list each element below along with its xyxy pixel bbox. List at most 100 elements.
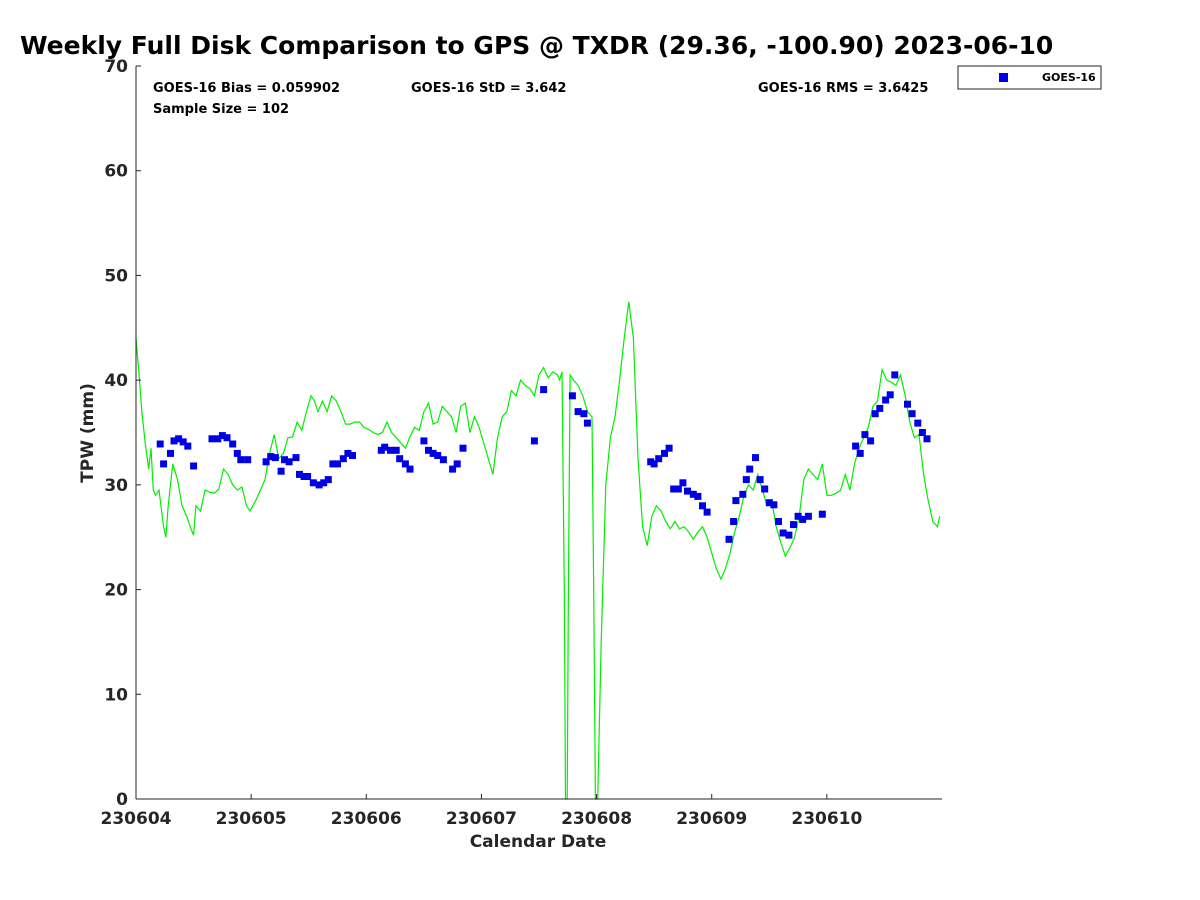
goes16-point: [752, 454, 759, 462]
goes16-point: [580, 410, 588, 418]
y-tick-label: 40: [104, 371, 128, 391]
y-tick-label: 10: [104, 685, 128, 705]
y-tick-label: 70: [104, 57, 128, 77]
goes16-point: [770, 501, 778, 509]
goes16-point: [218, 432, 226, 440]
y-tick-label: 60: [104, 162, 128, 182]
goes16-point: [765, 499, 773, 507]
goes16-point: [262, 458, 270, 466]
goes16-point: [908, 410, 916, 418]
goes16-point: [799, 515, 807, 523]
goes16-point: [689, 490, 697, 498]
goes16-point: [650, 460, 658, 468]
goes16-point: [661, 449, 668, 457]
goes16-point: [665, 444, 673, 452]
goes16-point: [574, 408, 582, 416]
x-axis-label: Calendar Date: [470, 832, 607, 852]
goes16-point: [167, 449, 174, 457]
x-tick-label: 230604: [101, 809, 172, 829]
stat-sample-size: Sample Size = 102: [153, 102, 289, 117]
goes16-point: [742, 476, 750, 484]
goes16-point: [779, 529, 787, 537]
goes16-point: [725, 535, 733, 543]
goes16-point: [292, 454, 300, 462]
goes16-point: [179, 438, 187, 446]
goes16-point: [244, 456, 252, 464]
goes16-point: [761, 485, 769, 493]
x-ticks: 230604 230605 230606 230607 230608 230609 2306…: [101, 794, 863, 829]
goes16-point: [684, 487, 691, 495]
stat-bias: GOES-16 Bias = 0.059902: [153, 81, 340, 96]
y-tick-label: 20: [104, 581, 128, 601]
goes16-point: [329, 460, 337, 468]
goes16-point: [785, 531, 793, 539]
goes16-point: [434, 452, 442, 459]
goes16-point: [861, 431, 869, 439]
goes16-point: [914, 419, 922, 427]
x-tick-label: 230606: [331, 809, 402, 829]
goes16-point: [184, 442, 192, 450]
goes16-point: [568, 392, 576, 400]
goes16-point: [867, 437, 875, 445]
y-tick-label: 50: [104, 266, 128, 286]
goes16-point: [746, 465, 754, 473]
stat-rms: GOES-16 RMS = 3.6425: [758, 81, 928, 96]
legend-label-goes16: GOES-16: [1042, 71, 1096, 84]
plot-area: 0 10 20 30 40 50 60 70 230604 230605 230606 230607…: [101, 57, 942, 829]
goes16-point: [320, 479, 328, 487]
goes16-point: [190, 462, 198, 470]
goes16-point: [429, 449, 437, 457]
goes16-point: [540, 386, 548, 394]
goes16-point: [674, 485, 682, 493]
goes16-point: [406, 465, 414, 473]
goes16-point: [420, 437, 428, 445]
goes16-point: [739, 490, 747, 498]
goes16-point: [296, 470, 303, 478]
goes16-point: [923, 435, 931, 443]
goes16-point: [876, 404, 884, 412]
x-tick-label: 230608: [561, 809, 632, 829]
goes16-point: [730, 518, 738, 525]
goes16-point: [655, 455, 663, 463]
goes16-point: [339, 455, 347, 463]
goes16-point: [732, 497, 740, 505]
goes16-point: [790, 521, 797, 529]
goes16-point: [214, 435, 222, 443]
y-tick-label: 30: [104, 476, 128, 496]
goes16-point: [334, 460, 341, 468]
goes16-point: [794, 512, 802, 520]
x-tick-label: 230605: [216, 809, 287, 829]
x-tick-label: 230607: [446, 809, 517, 829]
goes16-point: [277, 467, 285, 475]
goes16-point: [756, 476, 764, 484]
goes16-point: [175, 435, 183, 443]
goes16-point: [583, 419, 591, 427]
goes16-point: [703, 508, 711, 516]
goes16-point: [694, 492, 702, 500]
x-tick-label: 230609: [676, 809, 747, 829]
goes16-point: [208, 435, 216, 443]
goes16-point: [425, 446, 432, 454]
goes16-point: [882, 396, 890, 404]
goes16-point: [818, 510, 826, 518]
goes16-point: [285, 458, 293, 466]
goes16-point: [804, 512, 812, 520]
plot-background: [136, 66, 942, 799]
goes16-point: [670, 485, 678, 493]
goes16-point: [223, 434, 231, 442]
goes16-point: [324, 476, 332, 484]
goes16-point: [349, 452, 356, 459]
goes16-point: [852, 442, 860, 450]
goes16-point: [304, 473, 312, 480]
goes16-point: [679, 479, 687, 487]
y-tick-label: 0: [116, 790, 128, 810]
goes16-point: [904, 400, 911, 408]
goes16-point: [281, 456, 288, 464]
goes16-point: [530, 437, 538, 445]
goes16-point: [871, 410, 879, 418]
goes16-point: [401, 460, 409, 468]
goes16-point: [315, 481, 323, 489]
goes16-point: [392, 446, 400, 454]
x-tick-label: 230610: [791, 809, 862, 829]
